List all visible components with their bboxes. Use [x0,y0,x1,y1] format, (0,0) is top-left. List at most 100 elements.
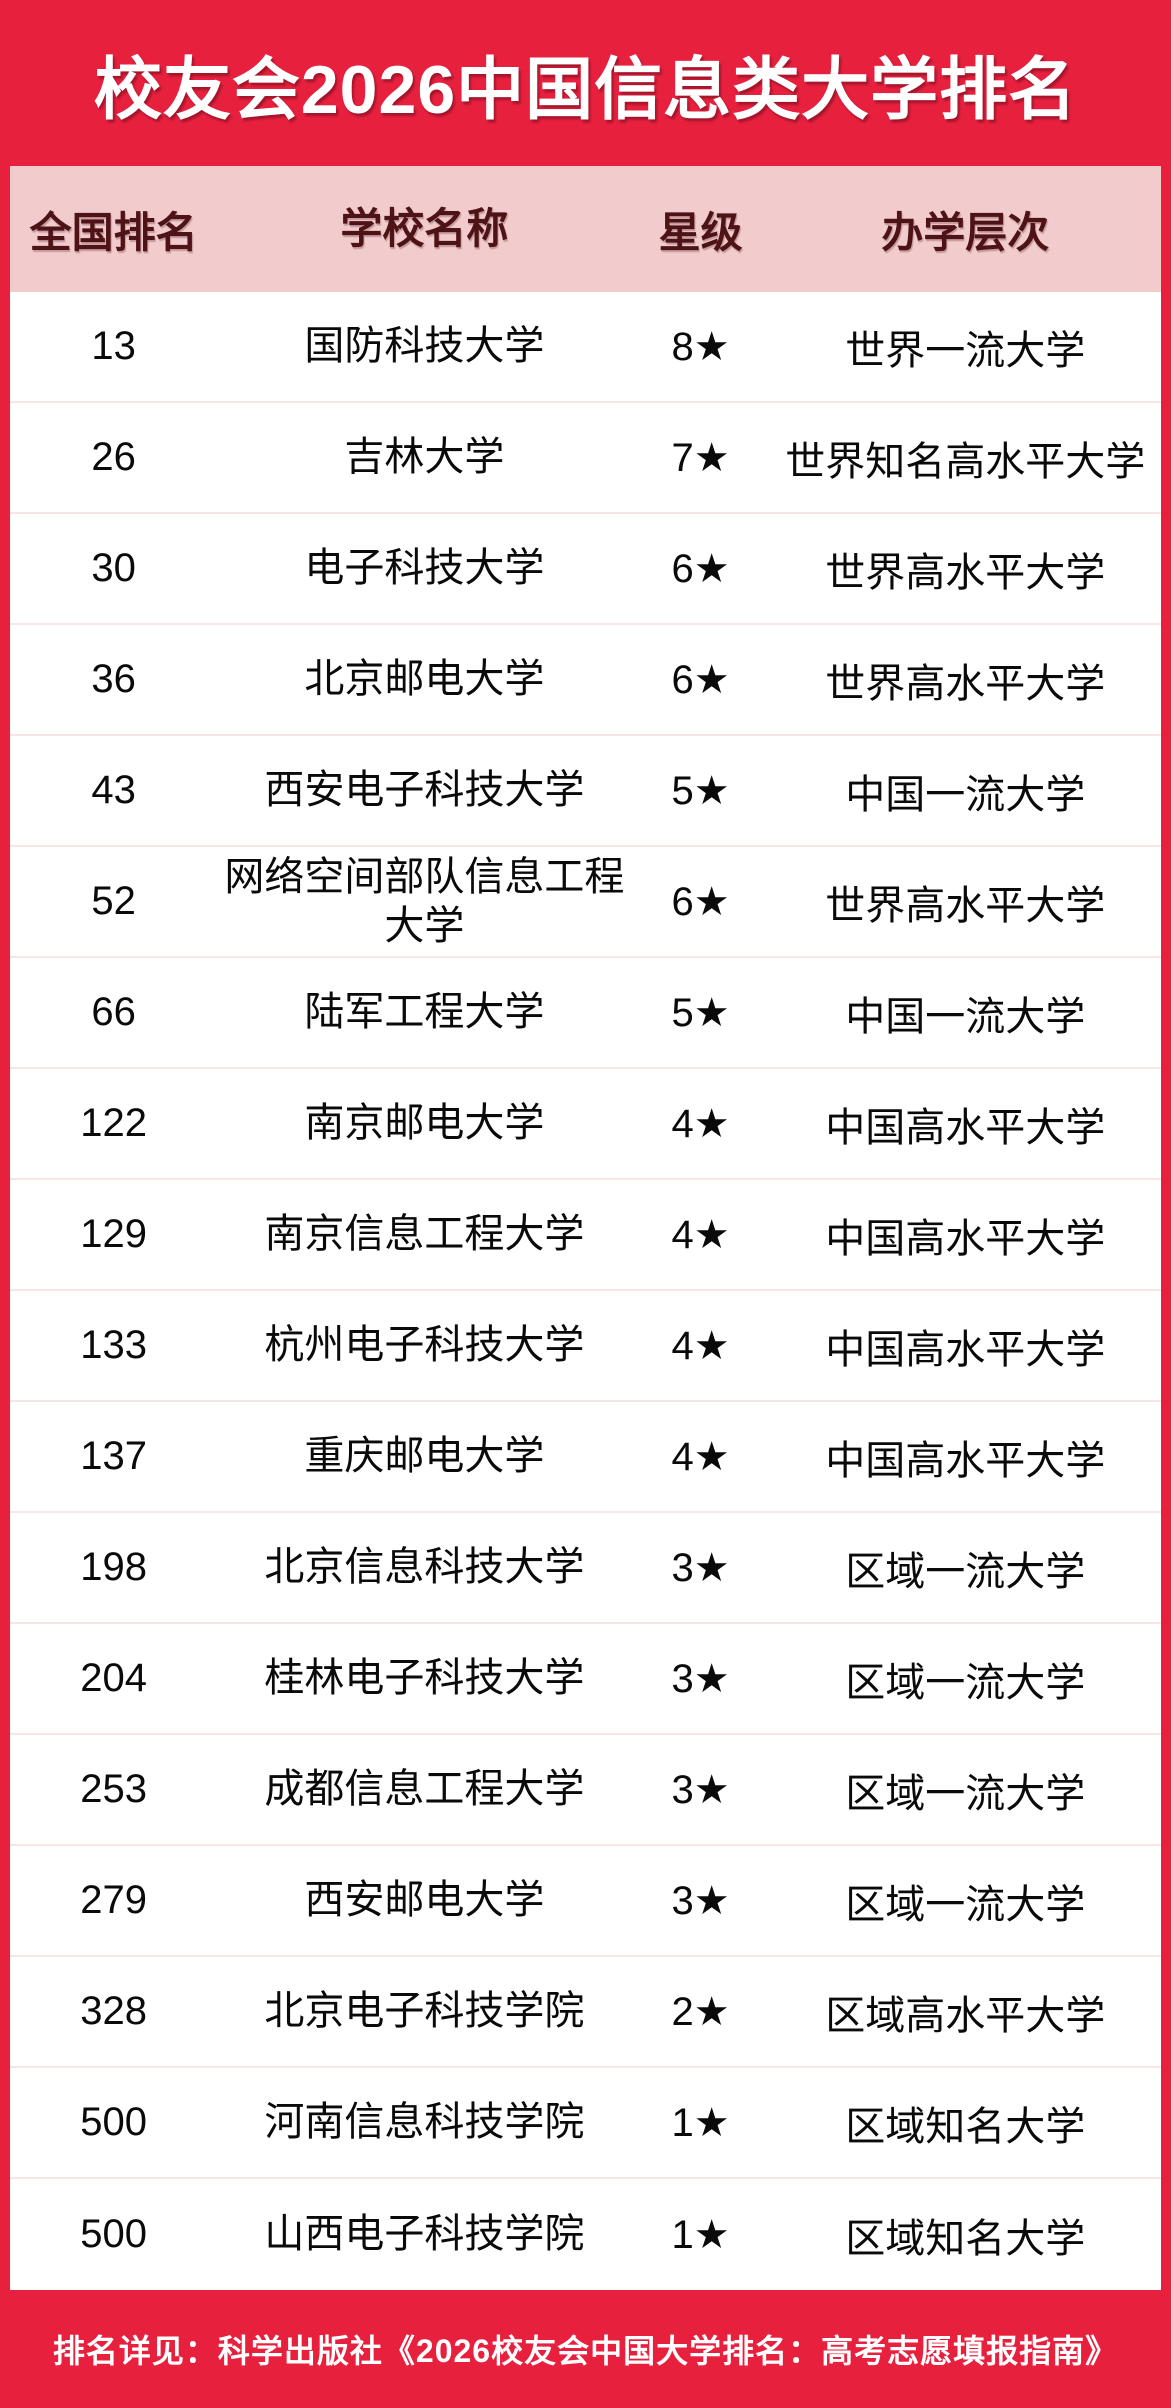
table-row: 129 南京信息工程大学 4★ 中国高水平大学 [10,1180,1161,1291]
school-cell: 南京邮电大学 [304,1101,545,1146]
school-cell: 南京信息工程大学 [264,1212,585,1257]
stars-cell: 6★ [671,546,730,591]
school-cell: 河南信息科技学院 [264,2100,585,2145]
rank-cell: 279 [80,1878,147,1922]
level-cell: 区域高水平大学 [825,1993,1106,2038]
table-row: 279 西安邮电大学 3★ 区域一流大学 [10,1846,1161,1957]
rank-cell: 52 [91,879,136,923]
column-header-level: 办学层次 [881,208,1050,256]
rank-cell: 13 [91,324,136,368]
school-cell: 国防科技大学 [304,324,545,369]
table-row: 198 北京信息科技大学 3★ 区域一流大学 [10,1513,1161,1624]
school-cell: 网络空间部队信息工程 大学 [224,854,625,948]
stars-cell: 3★ [671,1767,730,1812]
rank-cell: 328 [80,1989,147,2033]
table-row: 66 陆军工程大学 5★ 中国一流大学 [10,958,1161,1069]
table-row: 253 成都信息工程大学 3★ 区域一流大学 [10,1735,1161,1846]
rank-cell: 30 [91,546,136,590]
table-row: 13 国防科技大学 8★ 世界一流大学 [10,292,1161,403]
school-cell: 杭州电子科技大学 [264,1323,585,1368]
rank-cell: 122 [80,1101,147,1145]
level-cell: 世界高水平大学 [825,550,1106,595]
table-row: 52 网络空间部队信息工程 大学 6★ 世界高水平大学 [10,847,1161,958]
table-row: 43 西安电子科技大学 5★ 中国一流大学 [10,736,1161,847]
stars-cell: 3★ [671,1878,730,1923]
stars-cell: 5★ [671,990,730,1035]
stars-cell: 4★ [671,1101,730,1146]
rank-cell: 500 [80,2100,147,2144]
column-header-school: 学校名称 [340,205,509,253]
rank-cell: 66 [91,990,136,1034]
rank-cell: 133 [80,1323,147,1367]
level-cell: 区域知名大学 [845,2216,1086,2261]
school-cell: 成都信息工程大学 [264,1767,585,1812]
rank-cell: 36 [91,657,136,701]
level-cell: 中国高水平大学 [825,1216,1106,1261]
level-cell: 中国一流大学 [845,772,1086,817]
stars-cell: 4★ [671,1323,730,1368]
table-row: 122 南京邮电大学 4★ 中国高水平大学 [10,1069,1161,1180]
school-cell: 重庆邮电大学 [304,1434,545,1479]
table-row: 36 北京邮电大学 6★ 世界高水平大学 [10,625,1161,736]
stars-cell: 2★ [671,1989,730,2034]
stars-cell: 8★ [671,324,730,369]
level-cell: 区域一流大学 [845,1660,1086,1705]
table-row: 500 山西电子科技学院 1★ 区域知名大学 [10,2179,1161,2290]
school-cell: 北京信息科技大学 [264,1545,585,1590]
ranking-table: 全国排名 学校名称 星级 办学层次 13 国防科技大学 8★ 世界一流大学 26… [10,166,1161,2290]
rank-cell: 129 [80,1212,147,1256]
rank-cell: 204 [80,1656,147,1700]
school-cell: 西安邮电大学 [304,1878,545,1923]
level-cell: 世界高水平大学 [825,661,1106,706]
table-row: 204 桂林电子科技大学 3★ 区域一流大学 [10,1624,1161,1735]
rank-cell: 198 [80,1545,147,1589]
rank-cell: 500 [80,2212,147,2256]
level-cell: 世界一流大学 [845,328,1086,373]
level-cell: 世界知名高水平大学 [785,439,1146,484]
table-row: 133 杭州电子科技大学 4★ 中国高水平大学 [10,1291,1161,1402]
column-header-stars: 星级 [658,208,743,256]
level-cell: 中国高水平大学 [825,1438,1106,1483]
stars-cell: 7★ [671,435,730,480]
rank-cell: 137 [80,1434,147,1478]
stars-cell: 4★ [671,1212,730,1257]
table-row: 30 电子科技大学 6★ 世界高水平大学 [10,514,1161,625]
stars-cell: 6★ [671,879,730,924]
level-cell: 区域一流大学 [845,1771,1086,1816]
table-body: 13 国防科技大学 8★ 世界一流大学 26 吉林大学 7★ 世界知名高水平大学… [10,292,1161,2290]
stars-cell: 1★ [671,2100,730,2145]
school-cell: 山西电子科技学院 [264,2212,585,2257]
stars-cell: 6★ [671,657,730,702]
column-header-rank: 全国排名 [29,208,198,256]
table-row: 328 北京电子科技学院 2★ 区域高水平大学 [10,1957,1161,2068]
table-row: 137 重庆邮电大学 4★ 中国高水平大学 [10,1402,1161,1513]
page-title: 校友会2026中国信息类大学排名 [93,51,1078,128]
table-row: 500 河南信息科技学院 1★ 区域知名大学 [10,2068,1161,2179]
level-cell: 区域知名大学 [845,2104,1086,2149]
level-cell: 区域一流大学 [845,1882,1086,1927]
footer-note: 排名详见：科学出版社《2026校友会中国大学排名：高考志愿填报指南》 [52,2333,1119,2369]
school-cell: 西安电子科技大学 [264,768,585,813]
school-cell: 电子科技大学 [304,546,545,591]
school-cell: 北京邮电大学 [304,657,545,702]
rank-cell: 26 [91,435,136,479]
stars-cell: 3★ [671,1545,730,1590]
stars-cell: 1★ [671,2212,730,2257]
stars-cell: 5★ [671,768,730,813]
rank-cell: 253 [80,1767,147,1811]
school-cell: 陆军工程大学 [304,990,545,1035]
stars-cell: 3★ [671,1656,730,1701]
school-cell: 桂林电子科技大学 [264,1656,585,1701]
table-header-row: 全国排名 学校名称 星级 办学层次 [10,166,1161,292]
level-cell: 世界高水平大学 [825,883,1106,928]
level-cell: 中国高水平大学 [825,1105,1106,1150]
table-row: 26 吉林大学 7★ 世界知名高水平大学 [10,403,1161,514]
stars-cell: 4★ [671,1434,730,1479]
level-cell: 区域一流大学 [845,1549,1086,1594]
school-cell: 北京电子科技学院 [264,1989,585,2034]
rank-cell: 43 [91,768,136,812]
level-cell: 中国一流大学 [845,994,1086,1039]
school-cell: 吉林大学 [344,435,505,480]
level-cell: 中国高水平大学 [825,1327,1106,1372]
